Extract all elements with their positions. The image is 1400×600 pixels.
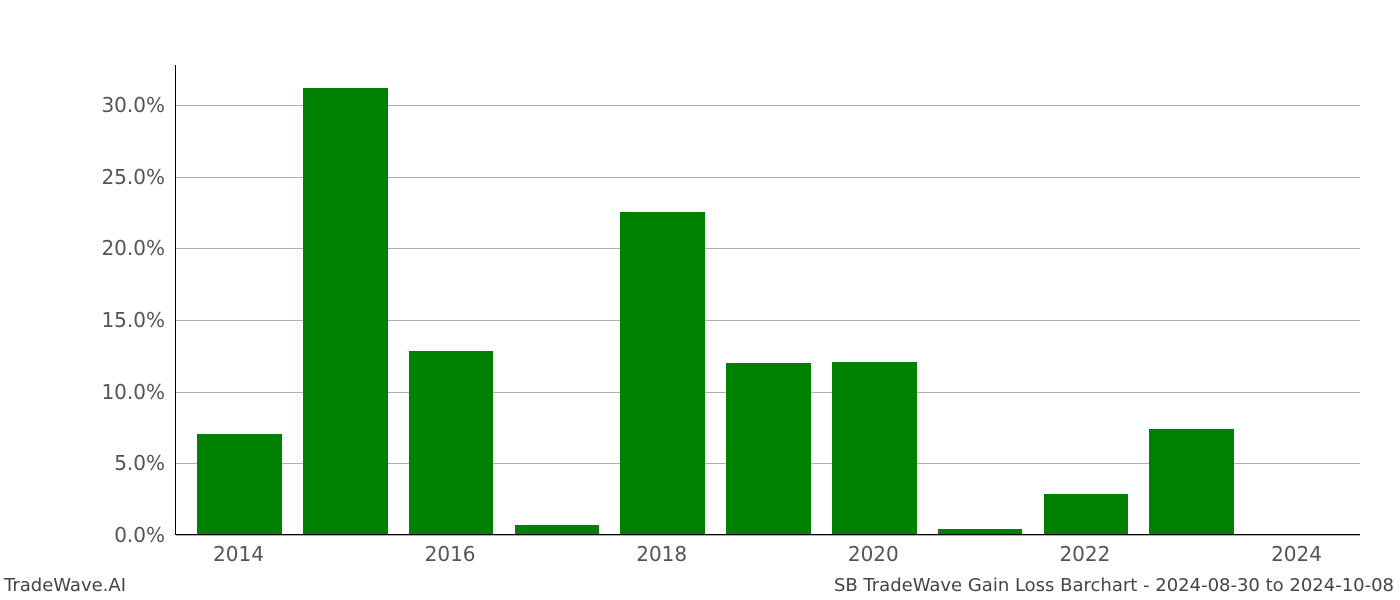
chart-plot-area bbox=[175, 65, 1360, 535]
footer-brand: TradeWave.AI bbox=[4, 575, 126, 596]
bar bbox=[726, 363, 811, 534]
bar bbox=[1044, 494, 1129, 534]
x-axis-tick-label: 2018 bbox=[636, 542, 687, 566]
bar bbox=[832, 362, 917, 534]
footer-caption: SB TradeWave Gain Loss Barchart - 2024-0… bbox=[834, 575, 1394, 596]
bar bbox=[409, 351, 494, 534]
bar bbox=[303, 88, 388, 534]
bar bbox=[1149, 429, 1234, 534]
y-axis-tick-label: 0.0% bbox=[114, 523, 165, 547]
bar bbox=[620, 212, 705, 534]
y-axis-tick-label: 5.0% bbox=[114, 451, 165, 475]
bar bbox=[197, 434, 282, 534]
x-axis-tick-label: 2020 bbox=[848, 542, 899, 566]
y-axis-tick-label: 15.0% bbox=[101, 308, 165, 332]
y-axis-tick-label: 20.0% bbox=[101, 236, 165, 260]
x-axis-tick-label: 2016 bbox=[425, 542, 476, 566]
y-axis-tick-label: 10.0% bbox=[101, 380, 165, 404]
x-axis-tick-label: 2022 bbox=[1059, 542, 1110, 566]
bar bbox=[515, 525, 600, 534]
gridline bbox=[176, 535, 1360, 536]
y-axis-tick-label: 30.0% bbox=[101, 93, 165, 117]
x-axis-tick-label: 2024 bbox=[1271, 542, 1322, 566]
bar bbox=[938, 529, 1023, 534]
y-axis-tick-label: 25.0% bbox=[101, 165, 165, 189]
x-axis-tick-label: 2014 bbox=[213, 542, 264, 566]
